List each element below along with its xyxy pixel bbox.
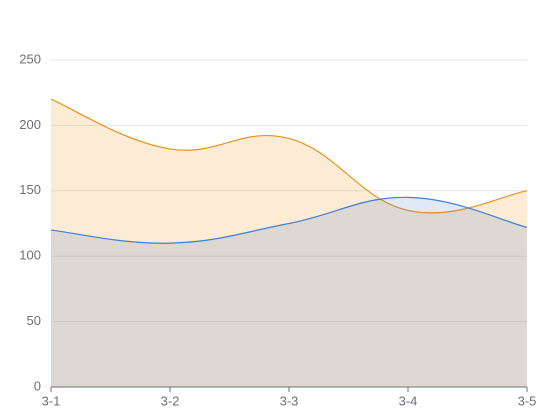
x-tick-label: 3-3 bbox=[280, 393, 299, 408]
y-tick-label: 100 bbox=[19, 248, 41, 263]
x-tick-label: 3-5 bbox=[518, 393, 537, 408]
area-line bbox=[50, 98, 528, 214]
y-tick-label: 150 bbox=[19, 182, 41, 197]
y-tick-label: 0 bbox=[34, 378, 41, 393]
area-fill bbox=[51, 197, 527, 387]
area-fill bbox=[51, 99, 527, 388]
x-tick-label: 3-4 bbox=[399, 393, 418, 408]
x-tick-label: 3-2 bbox=[161, 393, 180, 408]
x-tick-label: 3-1 bbox=[42, 393, 61, 408]
area-line bbox=[50, 196, 528, 244]
y-tick-label: 50 bbox=[27, 313, 41, 328]
y-tick-label: 250 bbox=[19, 51, 41, 66]
y-tick-label: 200 bbox=[19, 117, 41, 132]
